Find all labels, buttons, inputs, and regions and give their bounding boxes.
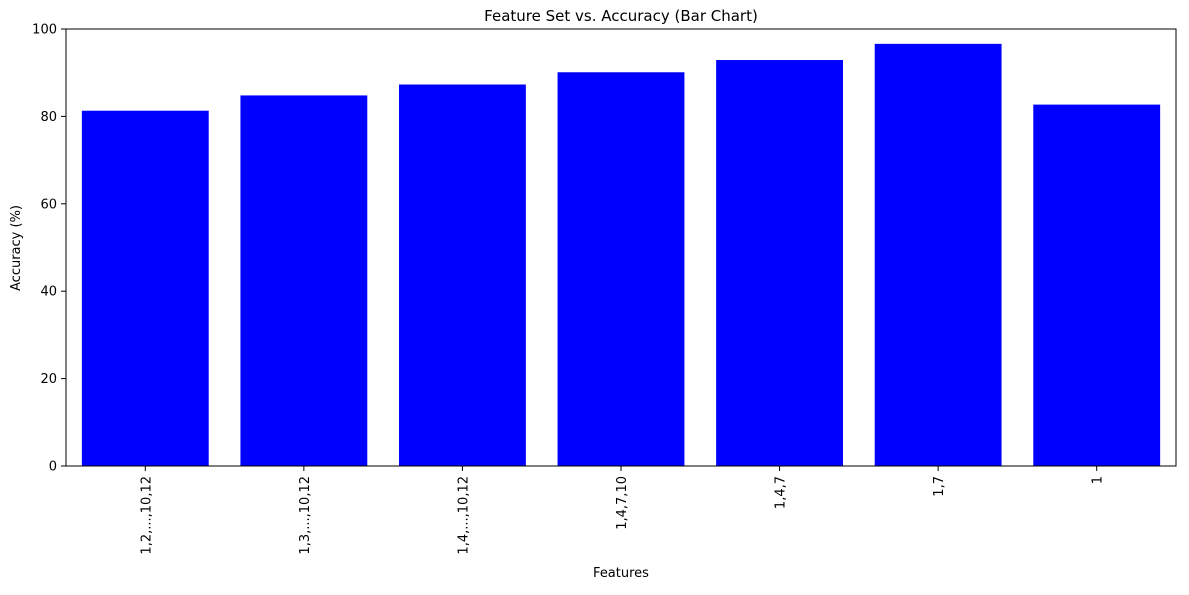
y-tick-label: 100 [32, 23, 57, 38]
bar [81, 110, 209, 467]
y-tick-label: 0 [49, 460, 57, 475]
plot-frame [65, 28, 1177, 467]
x-axis-ticks: 1,2,...,10,12 1,3,...,10,12 1,4,...,10,12 1… [139, 466, 1106, 555]
y-tick-label: 40 [40, 285, 57, 300]
bar [557, 72, 685, 466]
y-tick-label: 80 [40, 110, 57, 125]
bar [1033, 104, 1161, 466]
x-axis-label: Features [593, 566, 649, 581]
y-axis-ticks: 0 20 40 60 80 100 [32, 23, 66, 475]
bar [240, 95, 368, 466]
chart-title: Feature Set vs. Accuracy (Bar Chart) [484, 7, 758, 25]
y-tick-label: 60 [40, 197, 57, 212]
x-tick-label: 1,7 [932, 476, 947, 497]
x-tick-label: 1,3,...,10,12 [298, 476, 313, 555]
y-axis-label: Accuracy (%) [9, 205, 24, 291]
x-tick-label: 1,2,...,10,12 [139, 476, 154, 555]
x-tick-label: 1,4,7 [774, 476, 789, 509]
bar [399, 84, 526, 467]
x-tick-label: 1 [1091, 476, 1106, 484]
x-tick-label: 1,4,7,10 [615, 476, 630, 530]
y-tick-label: 20 [40, 372, 57, 387]
bars-group [81, 43, 1161, 467]
x-tick-label: 1,4,...,10,12 [456, 476, 471, 555]
bar [716, 60, 843, 466]
bar [874, 43, 1002, 466]
